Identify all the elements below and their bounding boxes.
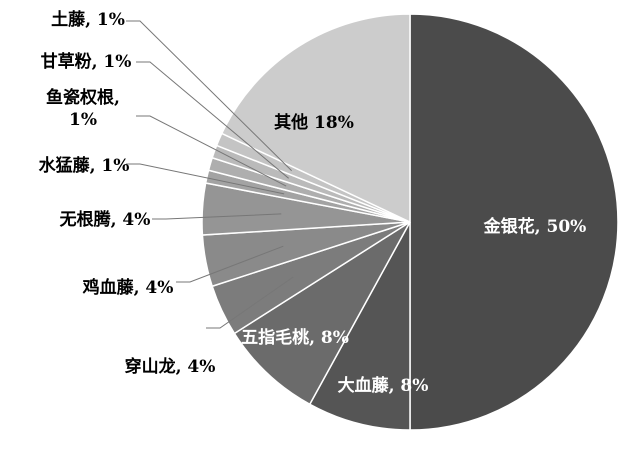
leader-line [136,115,287,187]
leader-line [176,245,284,283]
slice-label-line: 大血藤, 8% [338,375,429,396]
slice-label: 甘草粉, 1% [41,51,132,72]
pie-slice [233,221,411,406]
slice-label: 金银花, 50% [483,216,587,237]
slice-label-line: 鱼瓷权根, [46,87,120,108]
leader-lines [126,20,294,329]
slice-label: 其他 18% [274,112,354,133]
slice-label-line: 其他 18% [274,112,354,133]
slice-label: 鸡血藤, 4% [82,277,174,298]
leader-line [152,213,282,220]
slice-label-line: 穿山龙, 4% [125,356,216,377]
slice-labels: 金银花, 50% 大血藤, 8% 五指毛桃, 8% 穿山龙, 4% 鸡血藤, 4% 无根腾… [39,9,587,396]
slice-label-line: 甘草粉, 1% [41,51,132,72]
slice-label-line: 金银花, 50% [483,216,587,237]
slice-label: 无根腾, 4% [59,209,151,230]
pie-slice [409,13,619,431]
leader-line [126,20,292,172]
watermark-text: 头条 @福建卫生报 [490,423,606,440]
slice-label-line: 1% [69,110,97,130]
leader-line [136,61,289,179]
leader-line [126,163,285,195]
slice-label-line: 无根腾, 4% [59,209,151,230]
slice-label: 五指毛桃, 8% [241,327,349,348]
slice-label: 大血藤, 8% [338,375,429,396]
slice-label: 水猛藤, 1% [39,155,130,176]
pie-slice [308,221,411,431]
slice-label: 鱼瓷权根, 1% [46,87,120,130]
slice-label-line: 鸡血藤, 4% [82,277,174,298]
leader-line [206,276,294,329]
slice-label: 穿山龙, 4% [125,356,216,377]
slice-label-line: 土藤, 1% [51,9,125,30]
slice-label: 土藤, 1% [51,9,125,30]
slice-label-line: 水猛藤, 1% [39,155,130,176]
slice-label-line: 五指毛桃, 8% [241,327,349,348]
